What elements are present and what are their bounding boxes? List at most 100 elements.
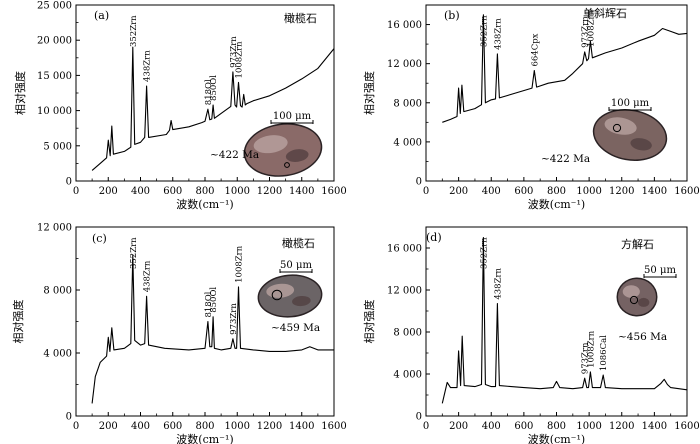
x-axis-label: 波数(cm⁻¹) <box>176 433 233 444</box>
y-tick-label: 25 000 <box>37 1 72 12</box>
x-tick-label: 1400 <box>289 421 314 432</box>
plot-frame <box>425 226 688 417</box>
panel-b: 0 200 400 600 800 1000 1200 1400 1600 0 4 000 8 000… <box>362 4 700 211</box>
y-tick-label: 10 000 <box>37 106 72 117</box>
peak-label: 438Zrn <box>493 267 503 299</box>
x-tick-label: 1600 <box>321 421 346 432</box>
age-label: ~459 Ma <box>271 322 320 334</box>
x-tick-label: 1200 <box>257 186 282 197</box>
grain-body <box>594 110 666 160</box>
x-tick-label: 1000 <box>576 421 601 432</box>
x-tick-label: 200 <box>99 186 118 197</box>
x-tick-label: 1400 <box>642 421 667 432</box>
x-tick-label: 600 <box>514 186 533 197</box>
panel-label: (c) <box>92 232 107 245</box>
y-tick-label: 8 000 <box>43 286 72 297</box>
analysis-spot-marker <box>629 295 639 305</box>
x-tick-label: 1000 <box>225 421 250 432</box>
x-tick-label: 400 <box>482 186 501 197</box>
peak-label: 664Cpx <box>530 33 540 66</box>
peak-label: 818Ol <box>204 79 214 105</box>
x-tick-label: 400 <box>131 186 150 197</box>
x-tick-label: 0 <box>423 186 429 197</box>
x-tick-label: 800 <box>195 186 214 197</box>
peak-label: 352Zrn <box>479 237 489 269</box>
x-tick-label: 800 <box>547 421 566 432</box>
peak-label: 973Zrn <box>229 303 239 335</box>
y-tick-label: 0 <box>416 412 422 423</box>
zircon-grain-image <box>592 109 668 161</box>
analysis-spot-marker <box>271 289 283 301</box>
x-tick-label: 600 <box>514 421 533 432</box>
y-tick-label: 4 000 <box>43 349 72 360</box>
x-axis-label: 波数(cm⁻¹) <box>528 433 585 444</box>
peak-label: 850Ol <box>209 75 219 101</box>
grain-shadow <box>292 295 311 307</box>
x-tick-label: 200 <box>449 186 468 197</box>
panel-c: 0 200 400 600 800 1000 1200 1400 1600 0 4 000 8 000… <box>11 223 347 444</box>
spectrum-line <box>91 46 335 171</box>
grain-body <box>618 279 656 315</box>
age-label: ~456 Ma <box>618 331 667 343</box>
peak-label: 818Ol <box>204 291 214 317</box>
y-tick-label: 16 000 <box>387 20 422 31</box>
peak-label: 438Zrn <box>493 18 503 50</box>
peak-label: 438Zrn <box>143 260 153 292</box>
y-tick-label: 4 000 <box>393 137 422 148</box>
x-tick-label: 1400 <box>642 186 667 197</box>
mineral-label: 方解石 <box>621 237 654 251</box>
peak-label: 850Ol <box>209 287 219 313</box>
scale-bar-label: 50 μm <box>644 265 676 276</box>
analysis-spot-marker <box>612 123 622 133</box>
y-tick-label: 20 000 <box>37 36 72 47</box>
peak-label: 352Zrn <box>129 15 139 47</box>
peak-label: 1008Zrn <box>586 9 596 47</box>
x-tick-label: 1200 <box>609 421 634 432</box>
peak-label: 1008Zrn <box>235 41 245 79</box>
x-tick-label: 1200 <box>609 186 634 197</box>
x-tick-label: 400 <box>131 421 150 432</box>
peak-label: 352Zrn <box>129 237 139 269</box>
y-axis-label: 相对强度 <box>362 300 376 344</box>
x-tick-label: 400 <box>482 421 501 432</box>
x-tick-label: 200 <box>99 421 118 432</box>
peak-label: 973Zrn <box>229 36 239 68</box>
x-axis-label: 波数(cm⁻¹) <box>176 198 233 211</box>
y-axis-label: 相对强度 <box>13 71 27 115</box>
x-tick-label: 0 <box>73 186 79 197</box>
y-tick-label: 5 000 <box>43 141 72 152</box>
x-tick-label: 1600 <box>674 186 699 197</box>
scale-bar-label: 50 μm <box>280 260 312 271</box>
y-tick-label: 15 000 <box>37 71 72 82</box>
x-tick-label: 1600 <box>674 421 699 432</box>
x-tick-label: 1600 <box>321 186 346 197</box>
y-tick-label: 0 <box>66 177 72 188</box>
x-tick-label: 800 <box>195 421 214 432</box>
grain-shadow <box>637 297 650 307</box>
y-tick-label: 8 000 <box>393 98 422 109</box>
y-tick-label: 4 000 <box>393 370 422 381</box>
y-tick-label: 8 000 <box>393 328 422 339</box>
x-tick-label: 0 <box>73 421 79 432</box>
grain-highlight <box>622 285 640 298</box>
x-tick-label: 1200 <box>257 421 282 432</box>
y-tick-label: 12 000 <box>387 59 422 70</box>
peak-label: 438Zrn <box>143 50 153 82</box>
spectrum-line <box>441 236 688 404</box>
panel-a: 0 200 400 600 800 1000 1200 1400 1600 0 5 000 10 00… <box>13 1 347 212</box>
peak-label: 973Zrn <box>581 342 591 374</box>
peak-label: 1008Zrn <box>586 330 596 368</box>
peak-label: 1086Cal <box>599 335 609 371</box>
zircon-grain-image <box>243 123 323 177</box>
grain-shadow <box>285 149 309 162</box>
x-axis-label: 波数(cm⁻¹) <box>528 198 585 211</box>
scale-bar-label: 100 μm <box>611 98 650 109</box>
x-tick-label: 200 <box>449 421 468 432</box>
x-tick-label: 800 <box>547 186 566 197</box>
zircon-grain-image <box>616 277 658 317</box>
x-tick-label: 600 <box>163 421 182 432</box>
y-axis-label: 相对强度 <box>362 71 376 115</box>
panel-label: (d) <box>426 231 442 244</box>
x-tick-label: 1000 <box>225 186 250 197</box>
